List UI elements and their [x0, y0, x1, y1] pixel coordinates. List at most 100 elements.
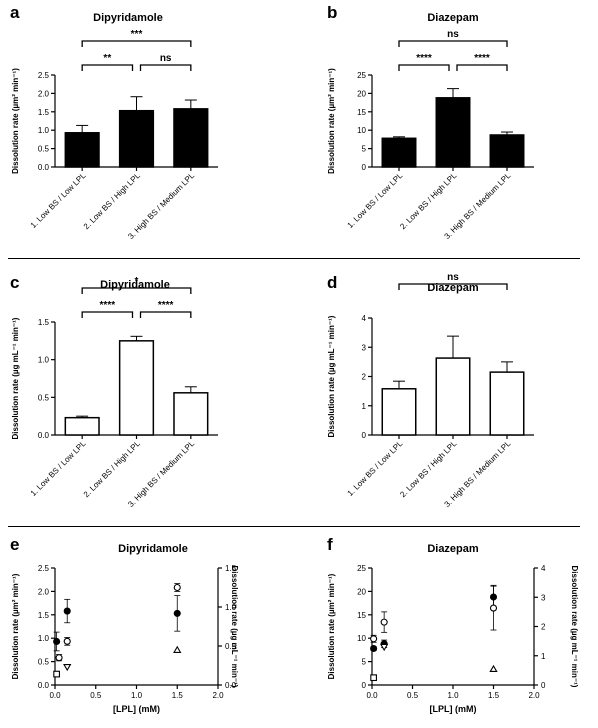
x-tick-label: 1.5	[172, 691, 184, 700]
y2-tick-label: 3	[541, 593, 546, 602]
category-label: 1. Low BS / Low LPL	[346, 171, 405, 230]
significance-bracket	[398, 64, 450, 71]
y-tick-label: 10	[357, 126, 366, 135]
divider-bottom	[8, 526, 580, 527]
y-axis-label-d: Dissolution rate (µg mL⁻¹ min⁻¹)	[327, 315, 336, 437]
y-tick-label: 2	[362, 373, 367, 382]
y-tick-label: 0.0	[38, 431, 50, 440]
significance-bracket	[456, 64, 508, 71]
y-tick-label: 0	[362, 163, 367, 172]
panel-letter-f: f	[327, 535, 333, 554]
y2-tick-label: 1	[541, 652, 546, 661]
y-axis-label-c: Dissolution rate (µg mL⁻¹ min⁻¹)	[11, 317, 20, 439]
y-tick-label: 15	[357, 611, 366, 620]
data-point-open-circle	[55, 654, 63, 662]
y-axis-label-e: Dissolution rate (µm² min⁻¹)	[11, 573, 20, 679]
significance-bracket	[81, 287, 192, 294]
significance-label: ****	[416, 53, 432, 64]
x-tick-label: 1.0	[131, 691, 143, 700]
y-tick-label: 2.5	[38, 71, 50, 80]
x-tick-label: 0.0	[49, 691, 61, 700]
data-point-open-square	[53, 670, 60, 678]
data-point-open-circle	[63, 637, 71, 645]
data-point-open-triangle-up	[489, 664, 498, 672]
significance-bracket	[81, 40, 192, 47]
category-label: 2. Low BS / High LPL	[82, 439, 143, 500]
data-point-open-circle	[173, 583, 181, 592]
y-tick-label: 2.5	[38, 564, 50, 573]
panel-e: e Dipyridamole 0.0 0.5 1.0 1.5 2.0 2.5 Dissoluti…	[10, 535, 239, 714]
panel-title-b: Diazepam	[427, 12, 479, 24]
panel-title-f: Diazepam	[427, 543, 479, 555]
bar	[118, 340, 155, 436]
bar	[435, 97, 471, 168]
panel-letter-c: c	[10, 273, 19, 292]
y2-tick-label: 1.0	[225, 603, 237, 612]
y2-tick-label: 0.0	[225, 681, 237, 690]
y-axis-label-f: Dissolution rate (µm² min⁻¹)	[327, 573, 336, 679]
category-label: 2. Low BS / High LPL	[398, 439, 459, 500]
significance-bracket	[398, 40, 508, 47]
category-label: 2. Low BS / High LPL	[398, 171, 459, 232]
significance-bracket	[139, 64, 192, 71]
x-axis-label-f: [LPL] (mM)	[430, 704, 477, 714]
y-tick-label: 0	[362, 681, 367, 690]
bar	[118, 109, 155, 168]
y-axis-label-a: Dissolution rate (µm² min⁻¹)	[11, 68, 20, 174]
category-label: 2. Low BS / High LPL	[82, 171, 143, 232]
significance-bracket	[81, 64, 134, 71]
data-point-filled-circle	[173, 609, 181, 617]
bar	[381, 137, 417, 168]
y-tick-label: 25	[357, 71, 366, 80]
data-point-open-triangle-up	[173, 645, 182, 653]
panel-d: d Diazepam 0 1 2 3 4 Dissolution rate (µg mL⁻¹ …	[327, 272, 534, 509]
y-tick-label: 25	[357, 564, 366, 573]
significance-bracket	[398, 283, 508, 290]
panel-letter-d: d	[327, 273, 337, 292]
panel-a: a Dipyridamole 0.0 0.5 1.0 1.5 2.0 2.5 Dissoluti…	[10, 3, 218, 241]
significance-label: *	[135, 276, 139, 287]
data-point-open-circle	[380, 618, 388, 626]
y-tick-label: 1.0	[38, 356, 50, 365]
data-point-filled-circle	[63, 607, 71, 615]
significance-label: ****	[474, 53, 490, 64]
y-tick-label: 20	[357, 587, 366, 596]
y-axis-label-b: Dissolution rate (µm² min⁻¹)	[327, 68, 336, 174]
y-tick-label: 0.5	[38, 145, 50, 154]
x-tick-label: 2.0	[212, 691, 224, 700]
bar	[173, 108, 209, 168]
data-point-open-triangle-down	[379, 643, 389, 652]
significance-label: ns	[160, 53, 172, 64]
bar	[173, 392, 209, 436]
data-point-open-square	[370, 674, 377, 682]
y-tick-label: 1.5	[38, 108, 50, 117]
y-tick-label: 0.0	[38, 681, 50, 690]
significance-label: ***	[131, 29, 143, 40]
y-tick-label: 20	[357, 89, 366, 98]
bar	[489, 371, 525, 436]
data-point-filled-circle	[53, 637, 61, 646]
bar	[64, 132, 100, 168]
category-label: 1. Low BS / Low LPL	[346, 439, 405, 498]
y2-tick-label: 0	[541, 681, 546, 690]
y-tick-label: 3	[362, 343, 367, 352]
y-tick-label: 5	[362, 658, 367, 667]
y2-axis-label-f: Dissolution rate (µg mL⁻¹ min⁻¹)	[570, 566, 579, 688]
y-tick-label: 1	[362, 402, 367, 411]
y-tick-label: 2.0	[38, 89, 50, 98]
y2-axis-label-e: Dissolution rate (µg mL⁻¹ min⁻¹)	[230, 566, 239, 688]
y2-tick-label: 4	[541, 564, 546, 573]
y-tick-label: 0.0	[38, 163, 50, 172]
y-tick-label: 1.0	[38, 126, 50, 135]
y2-tick-label: 1.5	[225, 564, 237, 573]
y-tick-label: 0.5	[38, 658, 50, 667]
category-label: 1. Low BS / Low LPL	[29, 439, 88, 498]
significance-label: ns	[447, 29, 459, 40]
data-point-open-circle	[370, 635, 378, 643]
panel-title-a: Dipyridamole	[93, 12, 163, 24]
x-tick-label: 1.5	[488, 691, 500, 700]
significance-label: ns	[447, 272, 459, 283]
y-tick-label: 1.5	[38, 318, 50, 327]
